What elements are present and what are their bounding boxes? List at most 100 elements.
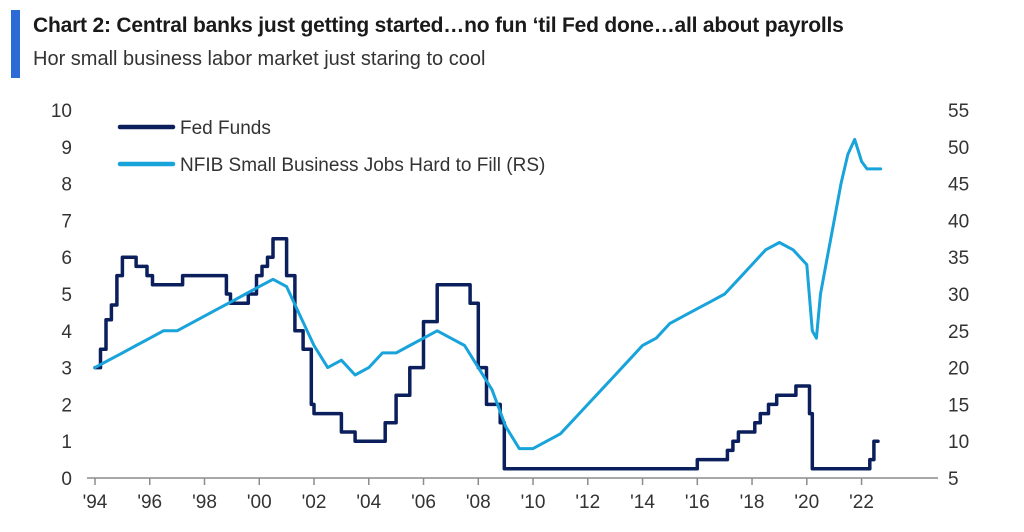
nfib-point [854,138,856,140]
x-tick-label: '22 [849,492,874,513]
chart-title: Chart 2: Central banks just getting star… [33,14,844,37]
fed-funds-point [354,440,356,442]
nfib-point [751,264,753,266]
y-right-tick-label: 15 [948,395,969,416]
fed-funds-point [286,275,288,277]
fed-funds-point [464,284,466,286]
y-right-tick-label: 20 [948,359,969,380]
nfib-point [313,344,315,347]
fed-funds-point [138,265,140,267]
y-left-tick-label: 1 [61,432,72,453]
fed-funds-point [116,275,118,277]
y-left-tick-label: 6 [61,248,72,269]
nfib-point [422,337,425,339]
fed-funds-point [121,256,123,258]
nfib-point [811,330,813,332]
fed-funds-point [877,440,879,442]
nfib-point [409,344,411,347]
nfib-point [880,168,882,170]
x-tick-label: '94 [83,492,108,513]
x-tick-label: '06 [411,492,436,513]
nfib-point [628,359,630,361]
fed-funds-point [266,256,269,258]
nfib-point [833,219,835,221]
fed-funds-point [863,468,865,470]
nfib-point [683,315,685,317]
x-tick-label: '16 [685,492,710,513]
fed-funds-point [272,238,274,240]
nfib-point [395,352,397,354]
legend-label-fed-funds: Fed Funds [180,118,271,139]
y-right-tick-label: 40 [948,211,969,232]
x-tick-label: '12 [575,492,600,513]
nfib-point [176,330,178,332]
nfib-point [866,168,868,170]
nfib-point [436,330,438,332]
nfib-point [655,337,657,339]
nfib-point [587,403,589,405]
fed-funds-line [93,237,880,471]
fed-funds-point [409,367,411,369]
x-tick-label: '14 [630,492,655,513]
nfib-point [532,448,534,450]
fed-funds-point [151,284,154,286]
y-right-tick-label: 45 [948,175,969,196]
fed-funds-point [99,348,102,350]
nfib-point [600,389,603,391]
nfib-point [696,308,698,310]
y-right-tick-label: 35 [948,248,969,269]
fed-funds-point [340,431,342,433]
fed-funds-point [105,319,107,321]
nfib-point [861,160,863,163]
nfib-point [559,433,562,435]
fed-funds-point [776,394,778,396]
nfib-point [546,440,548,442]
nfib-point [94,367,96,369]
x-tick-label: '20 [794,492,819,513]
fed-funds-point [503,468,505,470]
y-left-tick-label: 4 [61,322,72,343]
nfib-point [121,352,123,354]
y-right-tick-label: 25 [948,322,969,343]
y-right-tick-label: 55 [948,101,969,122]
nfib-point [819,293,822,295]
fed-funds-point [422,321,425,323]
nfib-point [669,322,671,324]
fed-funds-point [294,330,296,332]
y-left-tick-label: 5 [61,285,72,306]
nfib-point [815,337,818,339]
fed-funds-point [313,413,315,415]
fed-funds-point [721,459,723,461]
nfib-point [272,278,274,280]
fed-funds-point [869,459,871,461]
nfib-point [641,344,644,347]
nfib-point [340,359,342,361]
x-tick-label: '08 [466,492,491,513]
nfib-point [108,359,110,361]
fed-funds-point [110,304,112,306]
nfib-point [573,418,575,420]
fed-funds-point [242,302,244,304]
fed-funds-point [302,348,304,350]
y-right-tick-label: 50 [948,138,969,159]
x-tick-label: '10 [521,492,546,513]
nfib-point [518,448,520,450]
fed-funds-point [795,385,797,387]
y-right-tick-label: 5 [948,469,959,490]
nfib-point [135,344,137,347]
nfib-point [203,315,206,317]
x-tick-label: '04 [356,492,381,513]
chart-subtitle: Hor small business labor market just sta… [33,48,486,70]
nfib-point [765,249,767,251]
nfib-point [806,264,808,266]
nfib-point [826,256,828,258]
nfib-point [368,367,370,369]
y-right-tick-label: 10 [948,432,969,453]
fed-funds-point [310,403,312,405]
y-left-tick-label: 2 [61,395,72,416]
fed-funds-point [395,394,397,396]
x-tick-label: '00 [247,492,272,513]
nfib-point [327,367,329,369]
fed-funds-point [124,256,126,258]
nfib-point [614,374,616,376]
